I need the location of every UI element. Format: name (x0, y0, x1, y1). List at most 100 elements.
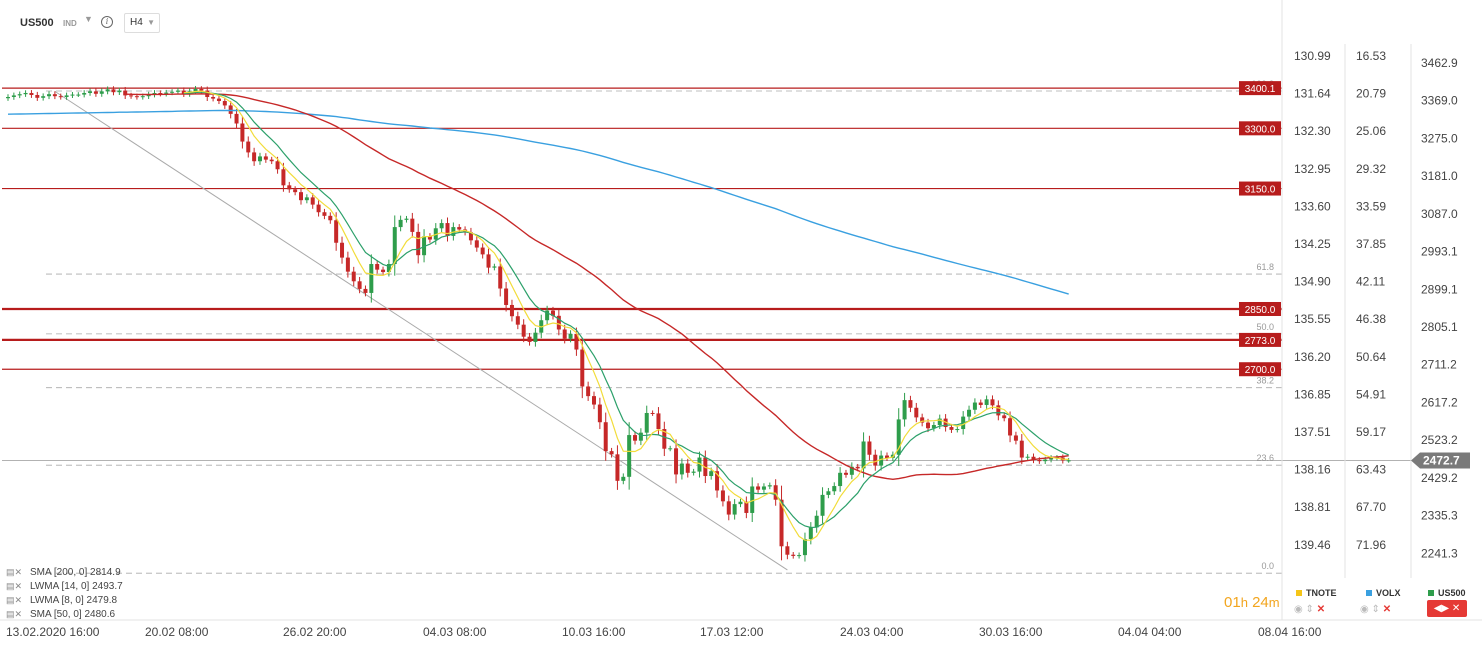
candle (533, 327, 538, 347)
eye-icon: ◉ (1294, 604, 1303, 615)
sub-instrument-controls[interactable]: ◉ ⇕ ✕ (1294, 604, 1325, 615)
candle (656, 407, 661, 436)
candle (720, 485, 725, 507)
candle (984, 395, 989, 409)
us500-tick-label: 2711.2 (1421, 358, 1457, 372)
candle-body (222, 101, 227, 106)
candle-body (392, 227, 397, 265)
level-tag-label: 2850.0 (1245, 305, 1276, 316)
us500-tick-label: 3275.0 (1421, 131, 1458, 145)
candle (972, 398, 977, 414)
candle-body (111, 89, 116, 93)
candle-body (785, 546, 790, 555)
candle-body (175, 90, 180, 92)
candle-body (269, 159, 274, 162)
candle-body (1025, 456, 1030, 458)
candle (515, 311, 520, 330)
candle (252, 147, 257, 166)
candle (621, 473, 626, 485)
candle (293, 186, 298, 196)
candle-body (615, 454, 620, 481)
candle-body (1049, 457, 1054, 460)
current-price-tag (1411, 452, 1470, 469)
candle (70, 91, 75, 99)
candle-body (668, 448, 673, 450)
candle-body (902, 400, 907, 420)
tnote-tick-label: 136.85 (1294, 387, 1331, 401)
tnote-tick-label: 133.60 (1294, 199, 1331, 213)
candle-body (920, 417, 925, 423)
candle-body (820, 494, 825, 516)
sub-instrument-label[interactable]: TNOTE (1296, 588, 1337, 598)
symbol-title[interactable]: US500 (20, 17, 54, 29)
timeframe-select[interactable]: H4 ▼ (124, 13, 160, 33)
candle (76, 92, 81, 97)
candle-body (334, 220, 339, 243)
candle (638, 428, 643, 446)
candle-body (685, 463, 690, 473)
candle (281, 162, 286, 192)
candle (375, 260, 380, 274)
visibility-icon[interactable]: ▤✕ (6, 595, 23, 605)
volx-tick-label: 63.43 (1356, 463, 1386, 477)
volx-tick-label: 20.79 (1356, 87, 1386, 101)
visibility-icon[interactable]: ▤✕ (6, 567, 23, 577)
volx-tick-label: 50.64 (1356, 350, 1386, 364)
candle-body (146, 94, 151, 97)
candle (222, 97, 227, 109)
candle-body (826, 491, 831, 495)
volx-tick-label: 59.17 (1356, 425, 1386, 439)
candle (363, 285, 368, 297)
candle-body (386, 264, 391, 273)
visibility-icon[interactable]: ▤✕ (6, 581, 23, 591)
candle (521, 319, 526, 343)
color-swatch (1366, 590, 1372, 596)
candle-body (509, 304, 514, 317)
legend-item[interactable]: ▤✕ SMA [50, 0] 2480.6 (6, 609, 116, 620)
candle-body (597, 404, 602, 423)
candle (351, 266, 356, 287)
candle-body (674, 448, 679, 475)
main-instrument-controls[interactable]: ◀▶ ✕ (1427, 600, 1467, 617)
legend-item[interactable]: ▤✕ LWMA [8, 0] 2479.8 (6, 595, 118, 606)
candle-body (88, 91, 93, 93)
us500-tick-label: 3181.0 (1421, 169, 1458, 183)
candle (592, 391, 596, 410)
candle-body (633, 435, 638, 441)
candle (416, 223, 421, 264)
visibility-icon[interactable]: ▤✕ (6, 609, 23, 619)
candle-body (556, 315, 561, 330)
time-tick-label: 04.04 04:00 (1118, 625, 1182, 639)
level-tag-label: 2700.0 (1245, 365, 1276, 376)
candle-body (322, 212, 327, 216)
tnote-tick-label: 132.95 (1294, 162, 1331, 176)
sub-instrument-label[interactable]: US500 (1428, 588, 1466, 598)
tnote-tick-label: 138.81 (1294, 500, 1331, 514)
candle (246, 136, 251, 158)
instrument-type-badge: IND (63, 19, 77, 28)
candle-body (228, 105, 233, 114)
legend-item[interactable]: ▤✕ LWMA [14, 0] 2493.7 (6, 581, 123, 592)
candle (164, 89, 169, 97)
chevron-down-icon[interactable]: ▼ (84, 14, 93, 24)
candle (1049, 455, 1054, 463)
candle (498, 258, 503, 297)
legend-item[interactable]: ▤✕ SMA [200, 0] 2814.9 (6, 567, 121, 578)
candle-body (802, 539, 807, 556)
candle (410, 212, 415, 238)
candle (392, 215, 397, 276)
candle-body (351, 271, 356, 282)
volx-tick-label: 33.59 (1356, 199, 1386, 213)
volx-tick-label: 67.70 (1356, 500, 1386, 514)
candle-body (134, 96, 139, 98)
candle-body (550, 310, 555, 316)
tnote-tick-label: 132.30 (1294, 124, 1331, 138)
candle (808, 522, 813, 545)
sub-instrument-controls[interactable]: ◉ ⇕ ✕ (1360, 604, 1391, 615)
candle (386, 259, 391, 277)
candle-body (931, 425, 936, 429)
us500-tick-label: 2335.3 (1421, 509, 1458, 523)
info-icon[interactable]: i (101, 16, 113, 28)
sub-instrument-label[interactable]: VOLX (1366, 588, 1401, 598)
